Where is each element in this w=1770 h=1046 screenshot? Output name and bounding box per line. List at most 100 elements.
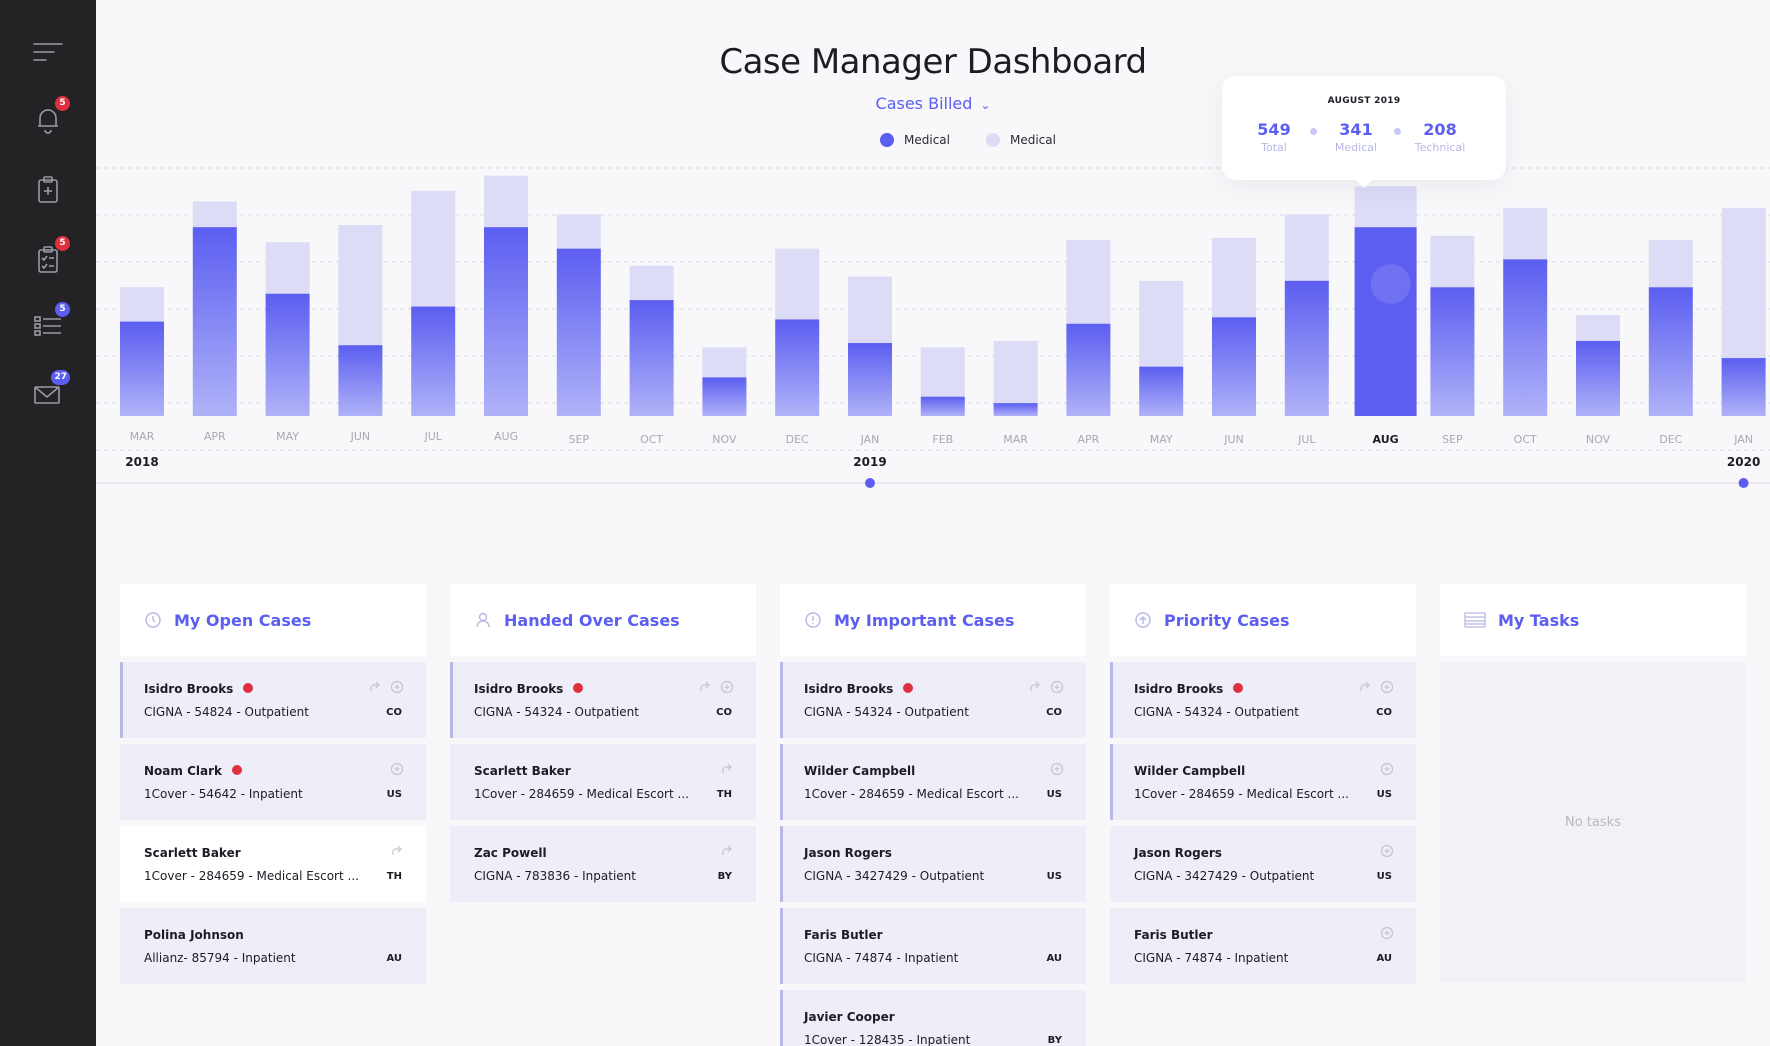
case-row[interactable]: Scarlett Baker 1Cover - 284659 - Medical …: [120, 826, 426, 902]
bar-secondary[interactable]: [775, 248, 820, 320]
bar-primary[interactable]: [1430, 287, 1475, 416]
country-code: CO: [1376, 707, 1392, 718]
add-icon[interactable]: [1380, 680, 1394, 694]
case-row[interactable]: Scarlett Baker 1Cover - 284659 - Medical …: [450, 744, 756, 820]
menu-icon[interactable]: [30, 34, 66, 70]
forward-icon[interactable]: [1028, 680, 1042, 694]
bar-secondary[interactable]: [192, 201, 237, 228]
bar-secondary[interactable]: [993, 340, 1038, 404]
bar-primary[interactable]: [1284, 280, 1329, 416]
add-icon[interactable]: [1050, 762, 1064, 776]
bar-secondary[interactable]: [1139, 280, 1184, 367]
bar-primary[interactable]: [1721, 358, 1766, 416]
bar-secondary[interactable]: [920, 347, 965, 397]
bar-primary[interactable]: [1576, 340, 1620, 416]
clipboard-plus-icon[interactable]: [30, 172, 66, 208]
card-header[interactable]: Priority Cases: [1110, 584, 1416, 656]
case-row[interactable]: Jason Rogers CIGNA - 3427429 - Outpatient…: [1110, 826, 1416, 902]
forward-icon[interactable]: [720, 762, 734, 776]
mail-icon[interactable]: 27: [30, 370, 70, 412]
bar-secondary[interactable]: [1430, 235, 1475, 288]
bar-primary[interactable]: [629, 300, 674, 416]
bar-secondary[interactable]: [1284, 214, 1329, 281]
add-icon[interactable]: [1050, 680, 1064, 694]
bar-primary[interactable]: [1139, 366, 1184, 416]
timeline-handle[interactable]: [865, 478, 875, 488]
card-header[interactable]: My Open Cases: [120, 584, 426, 656]
bar-primary[interactable]: [192, 227, 237, 416]
card-header[interactable]: My Tasks: [1440, 584, 1746, 656]
bar-secondary[interactable]: [265, 242, 310, 294]
metric-dropdown[interactable]: Cases Billed ⌄: [96, 94, 1770, 113]
bar-secondary[interactable]: [1066, 240, 1111, 324]
forward-icon[interactable]: [368, 680, 382, 694]
bar-primary[interactable]: [556, 248, 601, 416]
bar-primary[interactable]: [484, 227, 528, 416]
bar-primary[interactable]: [120, 321, 164, 416]
bar-secondary[interactable]: [702, 347, 747, 378]
case-row[interactable]: Zac Powell CIGNA - 783836 - Inpatient BY: [450, 826, 756, 902]
bell-icon[interactable]: 5: [30, 96, 70, 138]
case-actions: [1380, 844, 1394, 858]
case-row[interactable]: Faris Butler CIGNA - 74874 - Inpatient AU: [1110, 908, 1416, 984]
case-row[interactable]: Faris Butler CIGNA - 74874 - Inpatient AU: [780, 908, 1086, 984]
add-icon[interactable]: [1380, 844, 1394, 858]
case-row[interactable]: Noam Clark 1Cover - 54642 - Inpatient US: [120, 744, 426, 820]
bar-primary[interactable]: [338, 345, 383, 416]
patient-name-text: Isidro Brooks: [804, 682, 894, 696]
bar-primary[interactable]: [265, 293, 310, 416]
bar-secondary[interactable]: [484, 175, 528, 228]
bar-primary[interactable]: [775, 319, 820, 416]
forward-icon[interactable]: [390, 844, 404, 858]
add-icon[interactable]: [1380, 762, 1394, 776]
checklist-icon[interactable]: 5: [30, 236, 70, 278]
bar-secondary[interactable]: [1503, 207, 1548, 260]
bar-primary[interactable]: [1354, 227, 1417, 416]
tooltip-total: 549 Total: [1234, 120, 1314, 154]
case-row[interactable]: Wilder Campbell 1Cover - 284659 - Medical…: [1110, 744, 1416, 820]
legend-item[interactable]: Medical: [985, 133, 1056, 147]
bar-secondary[interactable]: [411, 190, 456, 307]
case-patient-name: Scarlett Baker: [144, 846, 241, 860]
bar-secondary[interactable]: [1354, 186, 1417, 228]
forward-icon[interactable]: [720, 844, 734, 858]
bar-secondary[interactable]: [1576, 315, 1620, 341]
bar-secondary[interactable]: [556, 214, 601, 249]
bar-secondary[interactable]: [1648, 240, 1693, 288]
bar-secondary[interactable]: [1212, 237, 1256, 318]
timeline-handle[interactable]: [1738, 478, 1749, 488]
forward-icon[interactable]: [698, 680, 712, 694]
case-row[interactable]: Polina Johnson Allianz- 85794 - Inpatient…: [120, 908, 426, 984]
list-icon[interactable]: 5: [30, 302, 70, 344]
case-row[interactable]: Isidro Brooks CIGNA - 54824 - Outpatient C…: [120, 662, 426, 738]
case-row[interactable]: Jason Rogers CIGNA - 3427429 - Outpatient…: [780, 826, 1086, 902]
bar-primary[interactable]: [702, 377, 747, 416]
case-row[interactable]: Isidro Brooks CIGNA - 54324 - Outpatient C…: [450, 662, 756, 738]
case-row[interactable]: Isidro Brooks CIGNA - 54324 - Outpatient C…: [780, 662, 1086, 738]
clock-icon: [145, 612, 161, 628]
bar-primary[interactable]: [1212, 317, 1256, 416]
bar-primary[interactable]: [993, 403, 1038, 416]
case-row[interactable]: Isidro Brooks CIGNA - 54324 - Outpatient C…: [1110, 662, 1416, 738]
add-icon[interactable]: [720, 680, 734, 694]
bar-primary[interactable]: [1503, 259, 1548, 416]
forward-icon[interactable]: [1358, 680, 1372, 694]
legend-item[interactable]: Medical: [880, 133, 950, 147]
bar-primary[interactable]: [848, 343, 892, 416]
case-row[interactable]: Javier Cooper 1Cover - 128435 - Inpatient…: [780, 990, 1086, 1046]
bar-secondary[interactable]: [120, 287, 164, 322]
bar-primary[interactable]: [1648, 287, 1693, 416]
bar-secondary[interactable]: [1721, 207, 1766, 359]
bar-primary[interactable]: [411, 306, 456, 416]
add-icon[interactable]: [1380, 926, 1394, 940]
card-header[interactable]: Handed Over Cases: [450, 584, 756, 656]
bar-secondary[interactable]: [629, 265, 674, 301]
card-header[interactable]: My Important Cases: [780, 584, 1086, 656]
case-row[interactable]: Wilder Campbell 1Cover - 284659 - Medical…: [780, 744, 1086, 820]
add-icon[interactable]: [390, 762, 404, 776]
bar-secondary[interactable]: [338, 225, 383, 346]
bar-primary[interactable]: [920, 396, 965, 416]
bar-primary[interactable]: [1066, 323, 1111, 416]
add-icon[interactable]: [390, 680, 404, 694]
bar-secondary[interactable]: [848, 276, 892, 344]
